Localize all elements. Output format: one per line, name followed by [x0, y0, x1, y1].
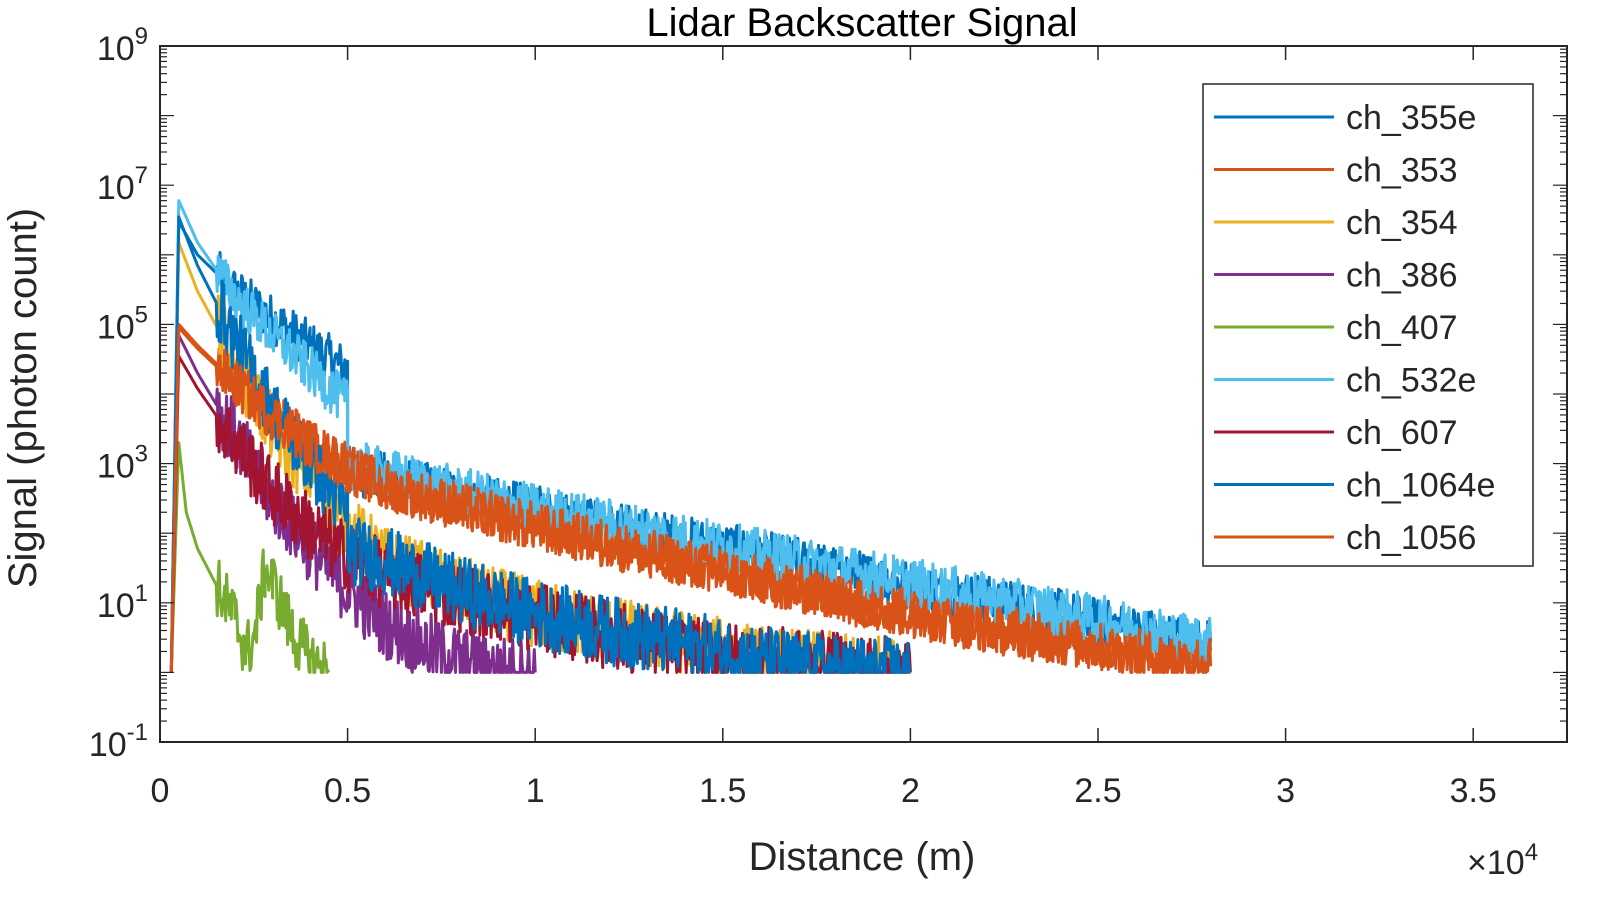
- legend-item-ch-386: ch_386: [1214, 257, 1458, 295]
- ticks-group: [159, 45, 1567, 743]
- legend-label: ch_386: [1346, 257, 1458, 295]
- legend-item-ch-607: ch_607: [1214, 414, 1458, 452]
- y-axis-title: Signal (photon count): [1, 208, 45, 588]
- chart-title: Lidar Backscatter Signal: [646, 1, 1077, 45]
- legend-item-ch-407: ch_407: [1214, 309, 1458, 347]
- x-tick-label: 0: [151, 772, 170, 810]
- x-tick-label: 1: [526, 772, 545, 810]
- legend-item-ch-353: ch_353: [1214, 152, 1458, 190]
- y-tick-label: 105: [97, 301, 148, 346]
- legend-item-ch-355e: ch_355e: [1214, 99, 1476, 137]
- x-axis-title: Distance (m): [749, 835, 976, 879]
- series-line-ch-386: [169, 333, 537, 674]
- x-tick-label: 1.5: [699, 772, 746, 810]
- y-tick-label: 107: [97, 162, 148, 207]
- legend-item-ch-354: ch_354: [1214, 204, 1458, 242]
- legend-item-ch-1056: ch_1056: [1214, 519, 1476, 557]
- legend-item-ch-532e: ch_532e: [1214, 362, 1476, 400]
- x-tick-label: 2: [901, 772, 920, 810]
- legend-label: ch_353: [1346, 152, 1458, 190]
- series-line-ch-407: [169, 441, 331, 674]
- legend-label: ch_407: [1346, 309, 1458, 347]
- series-group: [169, 199, 1213, 674]
- x-exponent-base: ×104: [1467, 839, 1538, 882]
- legend-label: ch_355e: [1346, 99, 1476, 137]
- x-tick-label: 3: [1276, 772, 1295, 810]
- legend-label: ch_354: [1346, 204, 1458, 242]
- y-tick-label: 109: [97, 23, 148, 68]
- y-tick-label: 103: [97, 441, 148, 486]
- y-tick-labels: 10-1 101 103 105 107 109: [89, 23, 148, 764]
- legend-label: ch_1064e: [1346, 467, 1495, 505]
- legend-label: ch_607: [1346, 414, 1458, 452]
- legend-label: ch_532e: [1346, 362, 1476, 400]
- x-tick-label: 3.5: [1450, 772, 1497, 810]
- x-tick-label: 2.5: [1074, 772, 1121, 810]
- legend-item-ch-1064e: ch_1064e: [1214, 467, 1495, 505]
- x-axis-exponent: ×104: [1467, 839, 1538, 882]
- legend-items: ch_355e ch_353 ch_354 ch_386 ch_407 ch_532ech…: [1214, 99, 1495, 557]
- legend-label: ch_1056: [1346, 519, 1476, 557]
- legend: ch_355e ch_353 ch_354 ch_386 ch_407 ch_532ech…: [1202, 83, 1534, 567]
- y-tick-label: 101: [97, 580, 148, 625]
- x-tick-labels: 0 0.5 1 1.5 2 2.5 3 3.5: [151, 772, 1497, 810]
- series-line-ch-1064e: [169, 215, 911, 674]
- x-tick-label: 0.5: [324, 772, 371, 810]
- series-line-ch-1056: [169, 326, 1213, 674]
- y-tick-label: 10-1: [89, 719, 148, 764]
